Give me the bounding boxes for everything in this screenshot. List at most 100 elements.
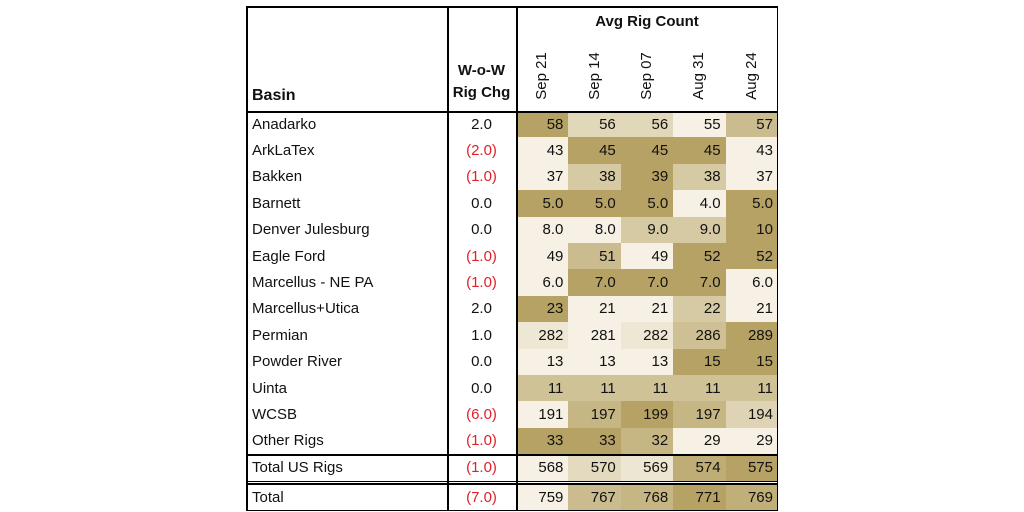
basin-label: ArkLaTex [252,142,315,160]
rig-count-value: 10 [725,216,778,243]
rig-count-value: 7.0 [620,269,674,296]
rig-count-value: 769 [725,484,778,511]
rig-count-value: 8.0 [516,216,569,243]
basin-label: Marcellus - NE PA [252,274,374,292]
rig-count-value: 39 [620,163,674,191]
rig-count-value: 11 [725,375,778,402]
rig-count-value: 282 [516,322,569,349]
rig-count-value: 13 [620,348,674,375]
rig-count-value: 45 [673,137,726,164]
rig-count-value: 43 [725,137,778,164]
rig-count-value: 13 [516,348,569,375]
basin-label: Barnett [252,194,301,212]
total-divider-a [246,480,778,483]
rig-count-value: 191 [516,401,569,428]
rig-change-value: 2.0 [471,115,492,133]
total-us-divider [246,454,778,456]
change-header-line-2: Rig Chg [452,84,511,101]
rig-count-value: 43 [516,137,569,164]
rig-count-value: 7.0 [673,269,726,296]
basin-label: WCSB [252,406,297,424]
rig-count-value: 38 [568,163,621,191]
rig-count-value: 7.0 [568,269,621,296]
rig-count-value: 771 [673,484,726,511]
rig-change-value: (1.0) [466,458,497,476]
rig-count-value: 197 [568,401,621,428]
rig-count-value: 29 [725,427,778,455]
rig-change-value: (2.0) [466,142,497,160]
basin-header: Basin [252,87,296,104]
rig-count-value: 37 [516,163,569,191]
rig-count-value: 57 [725,111,778,138]
rig-count-value: 49 [516,243,569,270]
rig-count-value: 5.0 [620,190,674,217]
rig-count-value: 22 [673,295,726,323]
rig-count-value: 21 [725,295,778,323]
avg-rig-count-header: Avg Rig Count [595,13,699,30]
change-header-line-1: W-o-W [457,62,506,79]
rig-count-value: 11 [620,375,674,402]
rig-count-value: 38 [673,163,726,191]
table-border-right [776,6,778,511]
table-border-top [246,6,778,8]
date-header: Sep 07 [638,52,655,100]
rig-count-value: 574 [673,454,726,481]
rig-count-value: 282 [620,322,674,349]
rig-change-value: (1.0) [466,247,497,265]
rig-count-value: 4.0 [673,190,726,217]
rig-count-value: 23 [516,295,569,323]
rig-count-value: 570 [568,454,621,481]
rig-count-value: 11 [516,375,569,402]
rig-count-value: 15 [725,348,778,375]
rig-change-value: 0.0 [471,379,492,397]
rig-count-value: 45 [620,137,674,164]
rig-count-value: 759 [516,484,569,511]
rig-change-value: (1.0) [466,274,497,292]
rig-count-value: 56 [568,111,621,138]
rig-change-value: (1.0) [466,432,497,450]
rig-change-value: (1.0) [466,168,497,186]
rig-count-value: 37 [725,163,778,191]
rig-change-value: 0.0 [471,221,492,239]
rig-count-value: 199 [620,401,674,428]
basin-label: Permian [252,326,308,344]
rig-change-value: 2.0 [471,300,492,318]
header-divider [246,111,778,113]
rig-count-value: 49 [620,243,674,270]
rig-count-value: 33 [568,427,621,455]
date-header: Aug 31 [690,52,708,100]
basin-label: Other Rigs [252,432,324,450]
rig-count-value: 55 [673,111,726,138]
rig-count-value: 33 [516,427,569,455]
rig-count-value: 194 [725,401,778,428]
basin-label: Total US Rigs [252,458,343,476]
basin-label: Uinta [252,379,288,397]
rig-count-value: 13 [568,348,621,375]
rig-count-value: 21 [620,295,674,323]
table-border-bottom [246,509,778,511]
rig-change-value: 0.0 [471,353,492,371]
rig-count-value: 52 [725,243,778,270]
rig-count-value: 569 [620,454,674,481]
rig-change-value: 1.0 [471,326,492,344]
rig-count-value: 568 [516,454,569,481]
rig-count-value: 56 [620,111,674,138]
rig-count-value: 29 [673,427,726,455]
rig-count-value: 197 [673,401,726,428]
basin-label: Eagle Ford [252,247,326,265]
rig-change-value: (7.0) [466,489,497,507]
rig-count-value: 281 [568,322,621,349]
rig-count-value: 575 [725,454,778,481]
rig-count-value: 11 [673,375,726,402]
rig-count-value: 289 [725,322,778,349]
rig-count-value: 11 [568,375,621,402]
basin-label: Marcellus+Utica [252,300,360,318]
rig-count-value: 51 [568,243,621,270]
rig-count-value: 58 [516,111,569,138]
rig-count-value: 21 [568,295,621,323]
rig-change-value: (6.0) [466,406,497,424]
date-header: Sep 21 [533,52,551,100]
rig-count-value: 32 [620,427,674,455]
rig-count-value: 5.0 [516,190,569,217]
rig-count-table: Basin W-o-W Rig Chg Avg Rig Count Sep 21 Sep … [246,6,778,511]
